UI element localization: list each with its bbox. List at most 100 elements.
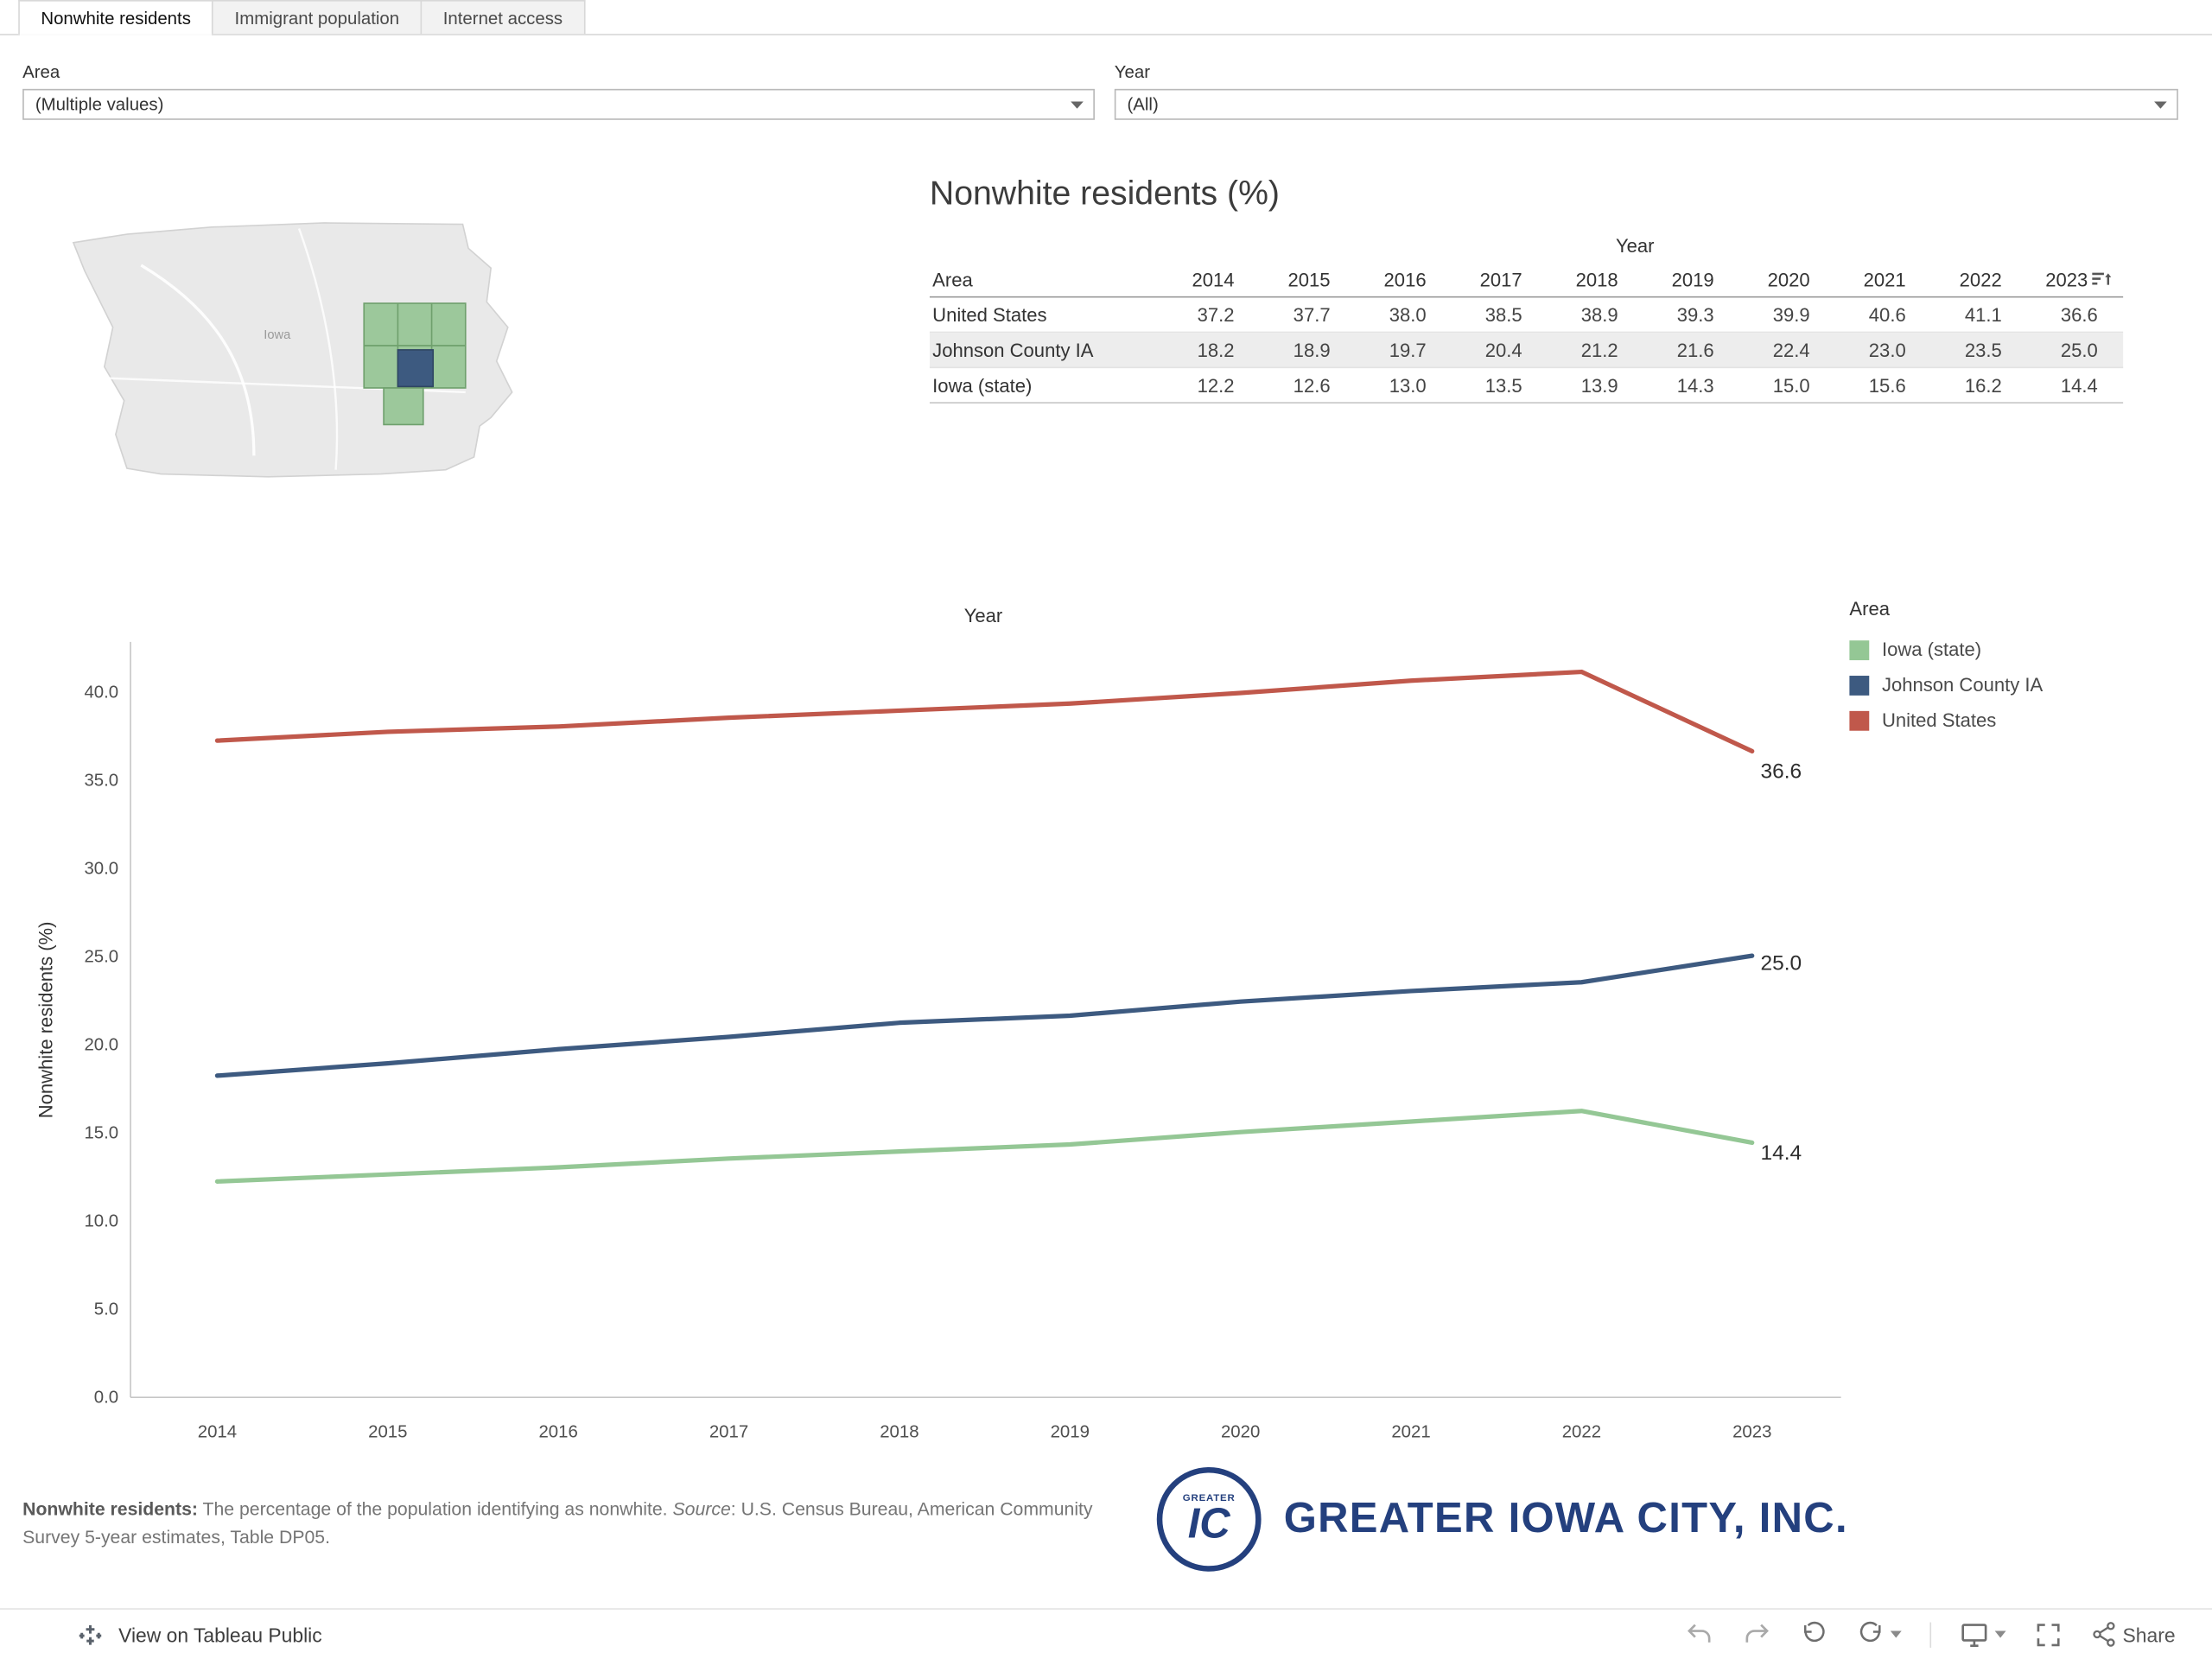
table-cell[interactable]: 15.6 <box>1868 374 1906 396</box>
table-cell[interactable]: 37.2 <box>1197 303 1235 326</box>
column-header-year[interactable]: 2019 <box>1635 263 1731 296</box>
legend-item[interactable]: United States <box>1849 702 2174 738</box>
legend-items: Iowa (state) Johnson County IA United Stat… <box>1849 632 2174 737</box>
row-label[interactable]: Johnson County IA <box>932 339 1094 361</box>
column-header-year[interactable]: 2021 <box>1827 263 1923 296</box>
table-cell[interactable]: 18.2 <box>1197 339 1235 361</box>
series-line[interactable] <box>214 1109 1755 1184</box>
table-cell[interactable]: 23.5 <box>1964 339 2002 361</box>
legend-swatch <box>1849 639 1870 660</box>
chevron-down-icon <box>1890 1630 1902 1638</box>
area-filter-label: Area <box>22 61 60 82</box>
series-end-label: 25.0 <box>1761 951 1802 975</box>
table-cell[interactable]: 13.5 <box>1484 374 1522 396</box>
column-header-year[interactable]: 2020 <box>1731 263 1827 296</box>
share-button[interactable]: Share <box>2090 1621 2176 1648</box>
line-chart-canvas[interactable]: Year Nonwhite residents (%) 0.0 5.0 10.0 15.0… <box>0 593 1848 1447</box>
table-cell[interactable]: 21.2 <box>1580 339 1618 361</box>
table-cell[interactable]: 18.9 <box>1293 339 1331 361</box>
undo-icon <box>1687 1624 1710 1643</box>
johnson-county-shape[interactable] <box>397 349 435 388</box>
table-cell[interactable]: 14.4 <box>2060 374 2098 396</box>
tableau-logo-icon <box>79 1624 102 1644</box>
y-tick-label: 30.0 <box>84 859 118 878</box>
column-header-area[interactable]: Area <box>932 269 973 290</box>
legend-item[interactable]: Johnson County IA <box>1849 667 2174 702</box>
column-header-year[interactable]: 2017 <box>1443 263 1539 296</box>
footnote: Nonwhite residents: The percentage of th… <box>22 1496 1097 1551</box>
share-icon <box>2092 1622 2114 1647</box>
view-on-tableau-public-link[interactable]: View on Tableau Public <box>76 1620 322 1649</box>
table-cell[interactable]: 41.1 <box>1964 303 2002 326</box>
undo-button[interactable] <box>1684 1621 1713 1648</box>
year-header-text: 2023 <box>2045 269 2088 290</box>
table-cell[interactable]: 15.0 <box>1772 374 1810 396</box>
table-cell[interactable]: 13.0 <box>1389 374 1427 396</box>
column-header-year[interactable]: 2018 <box>1539 263 1635 296</box>
iowa-county-map[interactable]: Iowa <box>42 181 522 505</box>
table-header-row: Area 2014 2015 2016 2017 2018 2019 2020 2021 2022… <box>929 263 2124 298</box>
refresh-button[interactable] <box>1856 1621 1902 1648</box>
y-tick-label: 35.0 <box>84 771 118 790</box>
series-line[interactable] <box>214 953 1755 1078</box>
tab-nonwhite-residents[interactable]: Nonwhite residents <box>18 0 214 35</box>
table-cell[interactable]: 20.4 <box>1484 339 1522 361</box>
footnote-source-text: : U.S. Census Bureau, American Community… <box>22 1497 1093 1548</box>
table-cell[interactable]: 16.2 <box>1964 374 2002 396</box>
column-header-year[interactable]: 2016 <box>1347 263 1443 296</box>
tab-label: Internet access <box>442 7 563 28</box>
replay-icon <box>1803 1621 1825 1643</box>
table-cell[interactable]: 38.5 <box>1484 303 1522 326</box>
row-label[interactable]: United States <box>932 303 1047 326</box>
data-table: Year Area 2014 2015 2016 2017 2018 2019 2020 202… <box>929 232 2124 404</box>
year-filter-dropdown[interactable]: (All) <box>1114 88 2178 120</box>
table-cell[interactable]: 40.6 <box>1868 303 1906 326</box>
redo-button[interactable] <box>1742 1621 1771 1648</box>
area-filter-dropdown[interactable]: (Multiple values) <box>22 88 1095 120</box>
legend-item[interactable]: Iowa (state) <box>1849 632 2174 667</box>
column-header-year[interactable]: 2022 <box>1923 263 2018 296</box>
table-cell[interactable]: 12.6 <box>1293 374 1331 396</box>
x-tick-label: 2020 <box>1221 1423 1260 1442</box>
table-cell[interactable]: 21.6 <box>1676 339 1714 361</box>
table-row: Iowa (state) 12.2 12.6 13.0 13.5 13.9 14.3 15.0… <box>929 368 2124 404</box>
x-tick-label: 2021 <box>1391 1423 1430 1442</box>
table-cell[interactable]: 23.0 <box>1868 339 1906 361</box>
row-label[interactable]: Iowa (state) <box>932 374 1033 396</box>
table-cell[interactable]: 39.3 <box>1676 303 1714 326</box>
map-road-line <box>297 228 339 470</box>
chevron-down-icon <box>1993 1630 2006 1638</box>
table-cell[interactable]: 38.0 <box>1389 303 1427 326</box>
tab-immigrant-population[interactable]: Immigrant population <box>212 0 423 35</box>
x-tick-label: 2017 <box>709 1423 748 1442</box>
footnote-desc: The percentage of the population identif… <box>202 1497 668 1520</box>
table-cell[interactable]: 25.0 <box>2060 339 2098 361</box>
table-cell[interactable]: 37.7 <box>1293 303 1331 326</box>
year-filter: Year (All) <box>1114 62 2178 120</box>
table-cell[interactable]: 38.9 <box>1580 303 1618 326</box>
column-header-year[interactable]: 2014 <box>1155 263 1251 296</box>
year-header-text: 2017 <box>1479 269 1522 290</box>
tab-internet-access[interactable]: Internet access <box>420 0 586 35</box>
legend: Area Iowa (state) Johnson County IA United… <box>1849 598 2174 738</box>
legend-swatch <box>1849 675 1870 696</box>
display-options-button[interactable] <box>1959 1620 2006 1649</box>
table-cell[interactable]: 12.2 <box>1197 374 1235 396</box>
series-line[interactable] <box>214 669 1755 753</box>
table-cell[interactable]: 36.6 <box>2060 303 2098 326</box>
column-header-year[interactable]: 2015 <box>1251 263 1347 296</box>
table-cell[interactable]: 14.3 <box>1676 374 1714 396</box>
series-end-label: 14.4 <box>1761 1141 1802 1165</box>
table-cell[interactable]: 22.4 <box>1772 339 1810 361</box>
table-cell[interactable]: 19.7 <box>1389 339 1427 361</box>
reset-button[interactable] <box>1800 1621 1828 1648</box>
column-header-year[interactable]: 2023 <box>2018 263 2114 296</box>
table-cell[interactable]: 39.9 <box>1772 303 1810 326</box>
table-cell[interactable]: 13.9 <box>1580 374 1618 396</box>
fullscreen-button[interactable] <box>2034 1620 2063 1649</box>
legend-label: Iowa (state) <box>1881 639 1982 661</box>
sort-icon[interactable] <box>2092 270 2112 288</box>
selected-counties[interactable] <box>363 302 467 426</box>
county-shape[interactable] <box>383 387 424 426</box>
